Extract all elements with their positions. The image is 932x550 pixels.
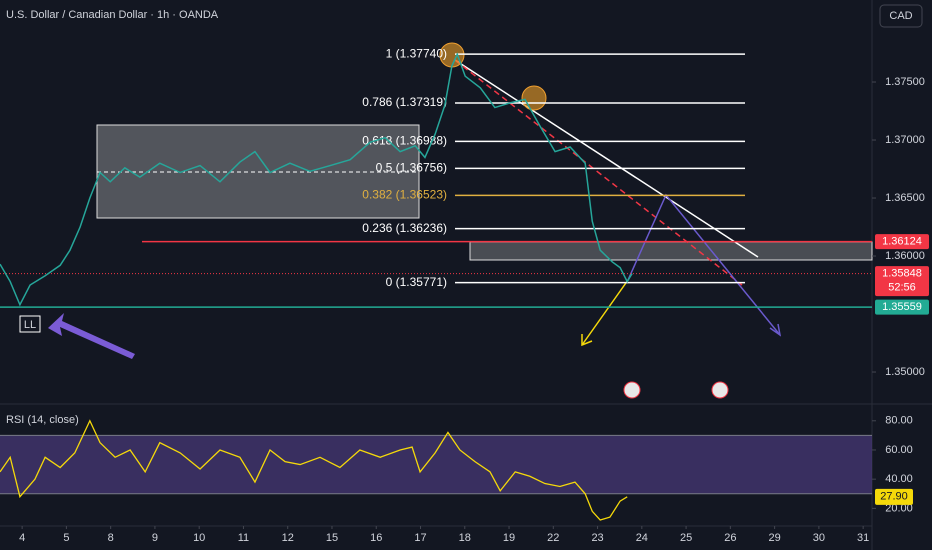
x-tick-label: 22	[547, 532, 559, 544]
rsi-tag-label: 27.90	[880, 491, 908, 503]
trend-line	[454, 59, 759, 258]
y-tick-label: 1.37000	[885, 134, 925, 146]
y-tick-label: 1.35000	[885, 366, 925, 378]
x-tick-label: 17	[414, 532, 426, 544]
event-icon[interactable]	[623, 381, 641, 399]
x-tick-label: 19	[503, 532, 515, 544]
x-tick-label: 31	[857, 532, 869, 544]
x-tick-label: 29	[768, 532, 780, 544]
y-tick-label: 60.00	[885, 444, 913, 456]
annotation: LL	[24, 319, 36, 331]
price-line	[0, 419, 628, 521]
y-tick-label: 80.00	[885, 415, 913, 427]
rsi-band	[0, 435, 872, 494]
price-tag	[875, 266, 929, 297]
event-icon[interactable]	[711, 381, 729, 399]
x-tick-label: 9	[152, 532, 158, 544]
price-line	[0, 52, 633, 307]
arrow-head	[581, 334, 593, 347]
price-tag	[875, 234, 929, 250]
x-tick-label: 12	[282, 532, 294, 544]
x-tick-label: 23	[591, 532, 603, 544]
arrow-down	[581, 279, 629, 346]
countdown: 52:56	[888, 282, 916, 294]
x-tick-label: 18	[459, 532, 471, 544]
y-tick-label: 40.00	[885, 473, 913, 485]
fib-label: 0.382 (1.36523)	[362, 188, 447, 202]
x-tick-label: 30	[813, 532, 825, 544]
highlight	[521, 85, 547, 111]
pointer-arrow	[48, 313, 135, 359]
zone-box	[469, 241, 873, 261]
fib-label: 0 (1.35771)	[386, 275, 447, 289]
x-tick-label: 15	[326, 532, 338, 544]
x-tick-label: 10	[193, 532, 205, 544]
fib-label: 0.618 (1.36988)	[362, 134, 447, 148]
x-tick-label: 4	[19, 532, 25, 544]
price-tag-label: 1.35559	[882, 301, 922, 313]
rsi-title: RSI (14, close)	[6, 414, 79, 426]
price-tag	[875, 299, 929, 315]
x-tick-label: 5	[63, 532, 69, 544]
projection	[627, 193, 781, 336]
y-tick-label: 1.36000	[885, 250, 925, 262]
trend-dashed	[454, 59, 743, 286]
price-tag-label: 1.36124	[882, 236, 922, 248]
rsi-tag	[875, 488, 913, 505]
y-tick-label: 1.36500	[885, 192, 925, 204]
x-tick-label: 26	[724, 532, 736, 544]
x-tick-label: 24	[636, 532, 648, 544]
fib-label: 1 (1.37740)	[386, 46, 447, 60]
x-tick-label: 16	[370, 532, 382, 544]
x-tick-label: 11	[238, 532, 249, 544]
x-tick-label: 25	[680, 532, 692, 544]
fib-label: 0.5 (1.36756)	[376, 160, 447, 174]
ll-box	[19, 315, 41, 333]
chart-title: U.S. Dollar / Canadian Dollar · 1h · OAN…	[6, 9, 219, 21]
fib-label: 0.786 (1.37319)	[362, 95, 447, 109]
currency-label[interactable]: CAD	[889, 10, 912, 22]
y-tick-label: 1.37500	[885, 76, 925, 88]
currency-button[interactable]	[879, 4, 923, 28]
price-tag-label: 1.35848	[882, 268, 922, 280]
fib-label: 0.236 (1.36236)	[362, 221, 447, 235]
x-tick-label: 8	[108, 532, 114, 544]
y-tick-label: 20.00	[885, 502, 913, 514]
projection-head	[769, 323, 782, 337]
